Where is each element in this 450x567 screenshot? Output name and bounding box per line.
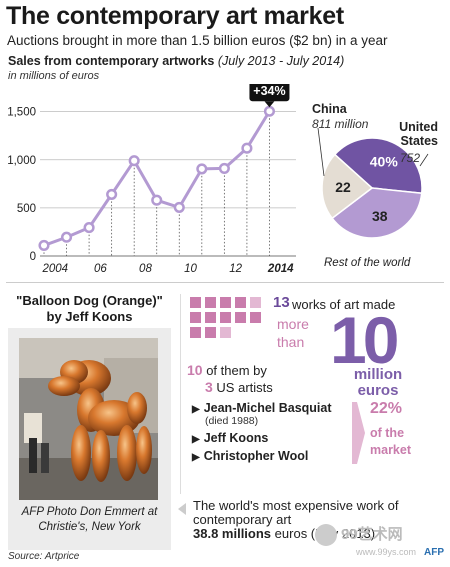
data-point xyxy=(151,194,163,206)
most-expensive-note: The world's most expensive work of conte… xyxy=(193,499,443,541)
bullet-icon: ▶ xyxy=(192,452,200,463)
afp-logo: AFP xyxy=(424,547,444,558)
artworks-grid-icon xyxy=(190,297,270,341)
watermark-url: www.99ys.com xyxy=(356,547,417,557)
china-value: 811 million xyxy=(312,117,369,131)
callout-change: +34% xyxy=(253,84,285,98)
artwork-square-icon xyxy=(205,327,216,338)
y-tick-label: 1,500 xyxy=(7,107,36,119)
data-point xyxy=(38,239,50,251)
pie-slice-label: 22 xyxy=(335,179,351,195)
x-tick-label: 06 xyxy=(94,263,107,275)
market-percentage-text: of the market xyxy=(370,426,411,457)
artwork-square-icon xyxy=(205,297,216,308)
works-text: works of art made xyxy=(292,297,396,312)
sales-unit: in millions of euros xyxy=(8,70,100,82)
three-us-artists: 3 US artists xyxy=(205,379,273,395)
works-count: 13 xyxy=(273,294,290,311)
artist-name: Jean-Michel Basquiat xyxy=(203,401,332,415)
sales-line-chart: 0 500 1,000 1,500 2004 06 08 10 12 2014 1,504+34% xyxy=(7,84,296,275)
sales-title-text: Sales from contemporary artworks xyxy=(8,54,215,68)
market-percentage: 22% xyxy=(370,400,403,417)
expensive-value: 38.8 millions xyxy=(193,526,272,541)
balloon-dog-photo xyxy=(19,338,158,500)
column-divider xyxy=(180,294,181,494)
rest-of-world-label: Rest of the world xyxy=(324,257,411,269)
watermark-logo: 99艺术网 xyxy=(315,523,403,547)
y-tick-label: 1,000 xyxy=(7,155,36,167)
artwork-square-icon xyxy=(190,327,201,338)
data-point xyxy=(128,155,140,167)
three-count: 3 xyxy=(205,379,213,395)
artwork-square-icon xyxy=(235,312,246,323)
bullet-icon: ▶ xyxy=(192,434,200,445)
data-point xyxy=(218,162,230,174)
x-tick-label: 2004 xyxy=(41,263,68,275)
ten-count: 10 xyxy=(187,362,203,378)
more-than-text: more than xyxy=(277,316,309,350)
pie-slice-china xyxy=(333,137,423,195)
sales-period: (July 2013 - July 2014) xyxy=(217,54,345,68)
sales-callout: 1,504+34% xyxy=(249,84,290,108)
bullet-icon: ▶ xyxy=(192,404,200,415)
us-value: 752 xyxy=(400,151,421,165)
watermark-icon xyxy=(315,524,337,547)
sales-chart-title: Sales from contemporary artworks (July 2… xyxy=(8,54,344,68)
photo-caption: AFP Photo Don Emmert at Christie's, New … xyxy=(21,506,158,533)
million-euros-text: million euros xyxy=(353,366,403,399)
ten-million-number: 10 xyxy=(330,303,399,377)
data-point xyxy=(83,222,95,234)
artist-koons: ▶ Jeff Koons xyxy=(192,431,268,445)
data-point xyxy=(60,231,73,243)
artwork-square-icon xyxy=(250,297,261,308)
artwork-square-icon xyxy=(235,297,246,308)
artwork-square-icon xyxy=(190,297,201,308)
data-point xyxy=(106,188,118,200)
china-leader-line xyxy=(317,127,325,177)
data-point xyxy=(196,163,208,175)
data-point xyxy=(173,201,185,213)
pie-slice-us xyxy=(331,187,423,239)
data-point xyxy=(241,142,253,154)
artwork-square-icon xyxy=(205,312,216,323)
three-text: US artists xyxy=(216,380,273,395)
us-leader-line xyxy=(419,153,429,167)
artist-wool: ▶ Christopher Wool xyxy=(192,449,308,463)
x-tick-label: 2014 xyxy=(267,263,294,275)
pie-slice-rest xyxy=(321,153,374,220)
x-tick-label: 12 xyxy=(229,263,242,275)
expensive-text: The world's most expensive work of conte… xyxy=(193,498,399,527)
bracket-arrow-icon xyxy=(352,402,365,464)
pie-slice-label: 38 xyxy=(372,208,388,224)
artist-name: Christopher Wool xyxy=(203,449,309,463)
section-divider xyxy=(6,282,444,283)
artwork-square-icon xyxy=(190,312,201,323)
watermark-text: 99艺术网 xyxy=(341,526,403,543)
x-tick-label: 08 xyxy=(139,263,152,275)
artwork-square-icon xyxy=(220,327,231,338)
artwork-square-icon xyxy=(220,312,231,323)
y-tick-label: 0 xyxy=(30,251,36,263)
pointer-icon xyxy=(178,503,186,515)
infographic-subtitle: Auctions brought in more than 1.5 billio… xyxy=(7,33,388,48)
data-point xyxy=(263,105,276,117)
basquiat-dates: (died 1988) xyxy=(205,415,259,427)
artist-basquiat: ▶ Jean-Michel Basquiat xyxy=(192,401,332,415)
ten-of-them: 10 of them by xyxy=(187,362,267,378)
artist-name: Jeff Koons xyxy=(203,431,269,445)
artwork-square-icon xyxy=(220,297,231,308)
balloon-dog-title: "Balloon Dog (Orange)" by Jeff Koons xyxy=(16,293,163,324)
ten-text: of them by xyxy=(206,363,267,378)
market-share-pie-chart: 40% 38 22 xyxy=(317,127,429,239)
china-label: China xyxy=(312,102,347,116)
y-tick-label: 500 xyxy=(17,203,36,215)
artwork-square-icon xyxy=(250,312,261,323)
infographic-title: The contemporary art market xyxy=(6,2,344,30)
us-label: United States xyxy=(399,120,438,148)
x-tick-label: 10 xyxy=(184,263,197,275)
pie-slice-label: 40% xyxy=(370,154,399,170)
source-note: Source: Artprice xyxy=(8,551,80,562)
